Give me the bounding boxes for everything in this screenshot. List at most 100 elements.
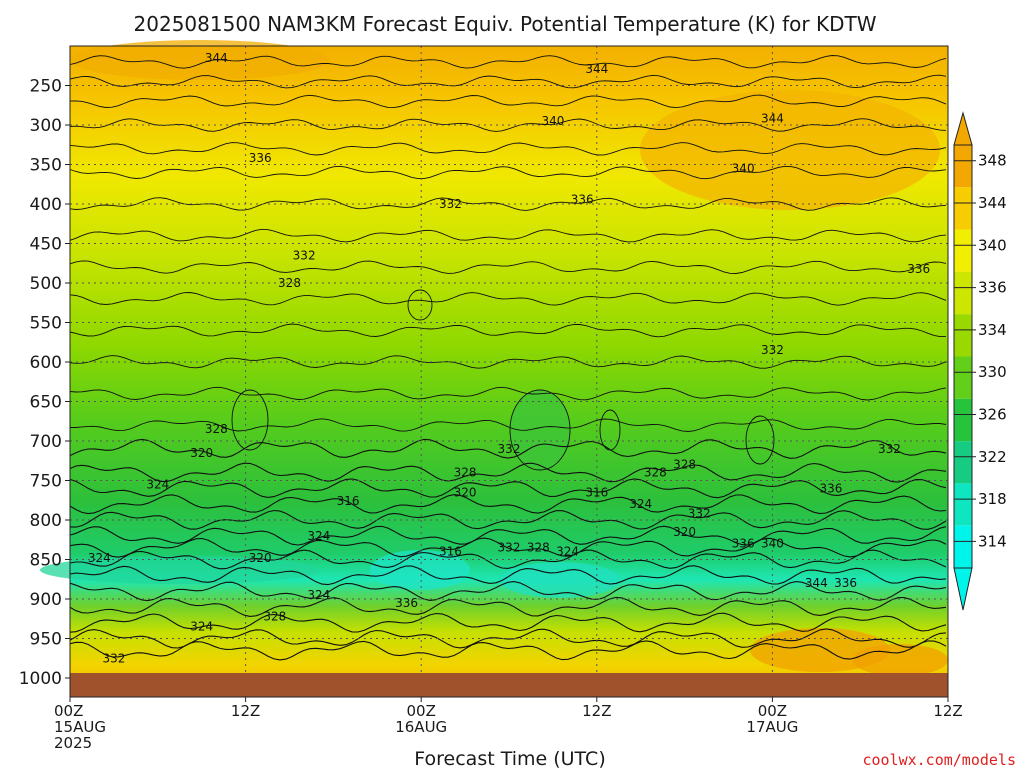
contour-label: 316 [337, 494, 360, 508]
colorbar-segment [954, 187, 972, 230]
x-tick-label: 00Z [407, 702, 436, 720]
contour-label: 320 [190, 446, 213, 460]
y-tick-label: 850 [30, 551, 62, 571]
colorbar-segment [954, 356, 972, 399]
contour-lines [69, 55, 947, 661]
y-tick-label: 500 [30, 274, 62, 294]
contour-label: 316 [585, 485, 608, 499]
contour-line [70, 418, 947, 432]
contour-label: 324 [629, 497, 652, 511]
contour-label: 332 [498, 442, 521, 456]
colorbar-segment [954, 271, 972, 315]
x-tick-label: 16AUG [395, 718, 447, 736]
contour-label: 324 [88, 551, 111, 565]
colorbar-label: 326 [978, 405, 1007, 423]
contour-line [69, 628, 947, 649]
contour-line [69, 55, 947, 69]
colorbar-arrow-top [953, 111, 973, 146]
contour-label: 320 [454, 485, 477, 499]
contour-line [69, 494, 947, 515]
colorbar-label: 348 [978, 152, 1007, 170]
x-tick-label: 12Z [231, 702, 260, 720]
contour-label: 332 [439, 197, 462, 211]
contour-line [69, 640, 947, 661]
contour-line [69, 612, 947, 633]
contour-label: 320 [249, 551, 272, 565]
x-tick-label: 15AUG [54, 718, 106, 736]
contour-label: 336 [834, 576, 857, 590]
y-tick-label: 600 [30, 353, 62, 373]
contour-label: 332 [498, 541, 521, 555]
contour-label: 316 [439, 545, 462, 559]
contour-label: 328 [278, 276, 301, 290]
contour-label: 340 [541, 114, 564, 128]
colorbar-segment [954, 441, 972, 484]
y-axis: 250 300 350 400 450 500 550 600 650 700 750 800 850 9… [19, 77, 70, 689]
y-tick-label: 400 [30, 195, 62, 215]
contour-line [69, 438, 947, 459]
y-tick-label: 300 [30, 116, 62, 136]
contour-label: 324 [556, 545, 579, 559]
colorbar-segment [954, 229, 972, 272]
colorbar: 348 344 340 336 334 330 326 322 318 314 [953, 111, 1007, 611]
closed-contour [599, 409, 621, 451]
y-tick-label: 450 [30, 235, 62, 255]
contour-line [69, 581, 947, 602]
colorbar-label: 314 [978, 532, 1007, 550]
contour-line [69, 462, 947, 483]
contour-line [69, 228, 947, 243]
contour-label: 344 [205, 51, 228, 65]
contour-label: 344 [585, 62, 608, 76]
warm-patch-upper-right [640, 90, 940, 210]
contour-label: 324 [146, 477, 169, 491]
y-tick-label: 950 [30, 630, 62, 650]
credit-text: coolwx.com/models [862, 751, 1016, 768]
contour-line [69, 292, 947, 306]
colorbar-frame [953, 144, 973, 569]
contour-label: 328 [205, 422, 228, 436]
x-tick-label: 2025 [54, 734, 92, 752]
x-tick-label: 00Z [758, 702, 787, 720]
contour-label: 332 [878, 442, 901, 456]
cool-band-left [40, 556, 320, 584]
colorbar-segment [954, 525, 972, 568]
contour-label: 324 [190, 620, 213, 634]
y-tick-label: 350 [30, 156, 62, 176]
contour-line [69, 386, 947, 401]
y-tick-label: 900 [30, 590, 62, 610]
contour-line [69, 549, 947, 570]
chart-title: 2025081500 NAM3KM Forecast Equiv. Potent… [134, 12, 877, 36]
contour-label: 340 [732, 161, 755, 175]
colorbar-label: 330 [978, 363, 1007, 381]
contour-label: 332 [688, 507, 711, 521]
contour-line [69, 165, 947, 180]
contour-label: 324 [307, 588, 330, 602]
cool-patch-2 [500, 562, 620, 598]
contour-line [69, 509, 947, 530]
contour-line [69, 142, 947, 156]
contour-label: 328 [263, 609, 286, 623]
warm-patch-low-right-2 [852, 644, 948, 676]
colorbar-label: 340 [978, 236, 1007, 254]
x-tick-label: 00Z [54, 702, 83, 720]
colorbar-label: 344 [978, 194, 1007, 212]
colorbar-label: 318 [978, 490, 1007, 508]
y-tick-label: 700 [30, 432, 62, 452]
contour-label: 344 [761, 112, 784, 126]
closed-contour [231, 389, 269, 451]
contour-label: 336 [571, 192, 594, 206]
contour-label: 340 [761, 537, 784, 551]
contour-label: 344 [805, 576, 828, 590]
contour-label: 332 [761, 343, 784, 357]
contour-label: 328 [644, 466, 667, 480]
contour-line [69, 478, 947, 499]
contour-line [69, 260, 947, 274]
contour-label: 324 [307, 529, 330, 543]
contour-label: 328 [454, 466, 477, 480]
colorbar-segment [954, 483, 972, 526]
colorbar-label: 334 [978, 321, 1007, 339]
y-tick-label: 550 [30, 314, 62, 334]
colorbar-label: 322 [978, 448, 1007, 466]
contour-label: 336 [395, 596, 418, 610]
